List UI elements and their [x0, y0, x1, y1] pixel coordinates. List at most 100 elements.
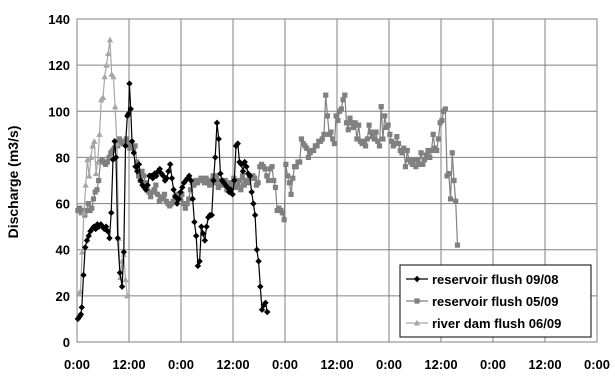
data-point [191, 182, 197, 188]
data-point [454, 242, 461, 248]
data-point [428, 147, 435, 154]
legend-item: reservoir flush 05/09 [406, 294, 558, 309]
data-point [215, 184, 221, 191]
data-point [103, 61, 110, 68]
data-point [182, 205, 188, 211]
data-point [375, 138, 381, 144]
data-point [356, 122, 362, 128]
data-point [251, 211, 259, 219]
data-point [281, 217, 287, 223]
data-point [253, 246, 261, 253]
data-point [132, 143, 138, 149]
data-point [416, 161, 422, 167]
data-point [122, 142, 129, 150]
data-point [354, 136, 360, 142]
x-tick-label: 12:00 [528, 357, 561, 372]
data-point [265, 177, 272, 184]
data-point [156, 165, 163, 173]
data-point [285, 173, 291, 179]
data-point [447, 196, 454, 202]
data-point [321, 131, 327, 137]
data-point [319, 136, 325, 142]
data-point [82, 181, 89, 188]
data-point [239, 168, 247, 175]
data-point [376, 143, 383, 149]
data-point [125, 110, 132, 117]
data-point [229, 182, 235, 188]
series-lines [74, 36, 461, 323]
data-point [236, 177, 242, 184]
data-point [423, 152, 429, 158]
data-point [311, 147, 317, 154]
data-point [148, 194, 154, 200]
data-point [212, 154, 219, 161]
data-point [201, 237, 209, 244]
data-point [392, 140, 398, 147]
data-point [255, 258, 262, 265]
data-point [127, 105, 134, 113]
data-point [418, 150, 424, 156]
data-point [402, 164, 409, 170]
data-point [192, 232, 200, 240]
data-point [134, 168, 141, 175]
data-point [385, 122, 391, 128]
data-point [335, 117, 341, 124]
legend-label: reservoir flush 05/09 [432, 294, 558, 309]
data-point [269, 164, 275, 170]
y-tick-label: 40 [56, 243, 70, 258]
legend-box [399, 264, 592, 338]
data-point [434, 147, 440, 154]
data-point [409, 161, 415, 167]
data-point [144, 181, 151, 189]
data-point [111, 103, 119, 110]
y-tick-label: 100 [48, 104, 70, 119]
data-point [262, 166, 268, 172]
data-point [234, 140, 241, 147]
data-point [213, 173, 220, 179]
legend-swatch-marker [413, 319, 421, 326]
data-point [389, 138, 395, 144]
data-point [181, 200, 187, 207]
data-point [165, 168, 172, 175]
data-point [413, 164, 419, 170]
data-point [394, 134, 400, 140]
data-point [170, 186, 177, 193]
data-point [96, 131, 103, 137]
data-point [124, 292, 131, 299]
data-point [82, 244, 89, 251]
data-point [191, 218, 198, 226]
data-point [84, 156, 91, 163]
data-point [116, 269, 124, 276]
data-point [387, 131, 393, 137]
data-point [198, 223, 205, 230]
data-point [215, 135, 222, 143]
data-point [404, 147, 410, 154]
data-point [222, 181, 229, 189]
x-tick-labels: 0:00 12:00 0:00 12:00 0:00 12:00 0:00 12:00 0:00… [64, 357, 610, 372]
data-point [187, 177, 195, 184]
plot-area-border [76, 18, 598, 343]
data-point [395, 140, 402, 147]
data-point [89, 142, 96, 149]
data-point [446, 170, 452, 177]
data-point [106, 36, 114, 43]
data-point [442, 106, 448, 112]
legend: reservoir flush 09/08 reservoir flush 05/… [399, 264, 592, 338]
data-point [101, 73, 108, 80]
data-point [239, 173, 246, 179]
y-tick-label: 140 [48, 12, 70, 27]
data-point [298, 136, 305, 142]
data-point [250, 200, 257, 207]
data-point [231, 177, 238, 184]
data-point [425, 147, 431, 154]
data-point [208, 211, 215, 219]
data-point [130, 149, 137, 157]
data-point [264, 173, 270, 179]
data-point [104, 228, 111, 235]
data-point [189, 195, 196, 203]
data-point [373, 129, 379, 135]
data-point [411, 157, 417, 163]
data-point [168, 174, 176, 182]
data-point [91, 138, 98, 144]
